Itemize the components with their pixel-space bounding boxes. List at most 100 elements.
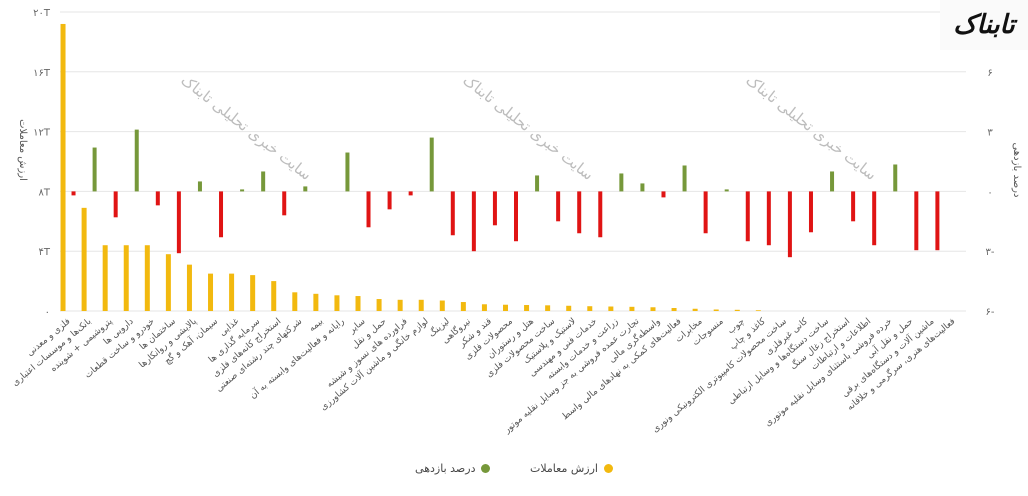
yield-bar xyxy=(92,147,97,192)
value-bar xyxy=(271,281,277,311)
value-bar xyxy=(713,309,719,311)
yield-bar xyxy=(387,191,392,210)
legend-swatch-yield xyxy=(481,464,491,473)
yield-bar xyxy=(514,191,518,242)
value-bar xyxy=(439,300,445,311)
yield-bar xyxy=(134,129,139,192)
value-bar xyxy=(629,306,635,311)
yield-bar xyxy=(219,191,224,238)
yield-bar xyxy=(682,165,687,192)
bars xyxy=(60,23,940,312)
value-bar xyxy=(397,299,403,311)
yield-bar xyxy=(893,164,898,192)
legend: درصد بازدهی ارزش معاملات xyxy=(0,462,1028,476)
right-tick-label: ۳ xyxy=(987,128,993,139)
yield-bar xyxy=(282,191,287,216)
yield-bar xyxy=(471,191,476,252)
yield-bar xyxy=(492,191,497,226)
site-logo: تابناک xyxy=(940,0,1028,50)
yield-bar xyxy=(303,186,308,192)
value-bar xyxy=(186,264,192,311)
yield-bar xyxy=(261,171,266,192)
value-bar xyxy=(608,306,614,311)
yield-bar xyxy=(71,191,76,196)
value-bar xyxy=(418,299,424,311)
legend-label-value: ارزش معاملات xyxy=(529,462,598,475)
yield-bar xyxy=(113,191,118,218)
left-axis-label: ارزش معاملات xyxy=(17,119,28,181)
value-bar xyxy=(650,307,656,311)
value-bar xyxy=(123,245,129,311)
left-tick-label: ۱۶T xyxy=(33,68,51,79)
yield-bar xyxy=(366,191,371,228)
yield-bar xyxy=(703,191,708,234)
value-bar xyxy=(376,299,382,311)
left-tick-label: ۸T xyxy=(39,187,51,198)
yield-bar xyxy=(661,191,666,198)
yield-bar xyxy=(787,191,792,258)
watermark-text: سایت خبری تحلیلی تابناک xyxy=(178,71,316,184)
yield-bar xyxy=(872,191,877,246)
yield-bar xyxy=(429,137,434,192)
value-bar xyxy=(60,23,66,312)
yield-bar xyxy=(766,191,771,246)
legend-item-value: ارزش معاملات xyxy=(530,462,613,475)
value-bar xyxy=(481,304,487,311)
yield-bar xyxy=(745,191,750,242)
value-bar xyxy=(587,306,593,311)
right-tick-label: ۶- xyxy=(986,307,995,318)
right-tick-label: ۰ xyxy=(987,187,992,198)
yield-bar xyxy=(408,191,413,196)
value-bar xyxy=(229,273,235,311)
yield-bar xyxy=(935,191,940,251)
yield-bar xyxy=(640,183,645,192)
watermark-text: سایت خبری تحلیلی تابناک xyxy=(743,71,881,184)
yield-bar xyxy=(851,191,856,222)
site-logo-text: تابناک xyxy=(953,10,1015,40)
yield-bar xyxy=(450,191,455,236)
left-tick-label: ۱۲T xyxy=(33,128,51,139)
value-bar xyxy=(165,254,171,311)
yield-bar xyxy=(598,191,603,238)
value-bar xyxy=(313,293,319,311)
value-bar xyxy=(81,207,87,311)
value-bar xyxy=(250,275,256,311)
value-bar xyxy=(755,310,761,311)
left-tick-label: ۲۰T xyxy=(33,8,51,19)
yield-bar xyxy=(345,152,350,192)
value-bar xyxy=(545,305,551,311)
gridlines xyxy=(60,11,966,312)
yield-bar xyxy=(830,171,835,192)
value-bar xyxy=(355,296,361,311)
value-bar xyxy=(692,308,698,311)
left-tick-label: ۰ xyxy=(45,307,50,318)
watermark-text: سایت خبری تحلیلی تابناک xyxy=(460,71,598,184)
right-tick-label: ۶ xyxy=(987,68,992,79)
yield-bar xyxy=(197,181,202,192)
legend-label-yield: درصد بازدهی xyxy=(415,462,476,475)
yield-bar xyxy=(556,191,561,222)
legend-swatch-value xyxy=(603,464,613,473)
yield-bar xyxy=(240,189,245,192)
value-bar xyxy=(102,245,108,311)
yield-bar xyxy=(808,191,813,233)
value-bar xyxy=(292,292,298,311)
right-tick-label: ۳- xyxy=(986,247,995,258)
value-bar xyxy=(524,305,530,311)
legend-item-yield: درصد بازدهی xyxy=(415,462,491,475)
left-axis-ticks: ۰ ۴T ۸T ۱۲T ۱۶T ۲۰T xyxy=(33,8,51,318)
yield-bar xyxy=(535,175,540,192)
value-bar xyxy=(503,304,508,311)
value-bar xyxy=(334,295,340,311)
left-tick-label: ۴T xyxy=(39,247,51,258)
right-axis-ticks: ۶-۳-۰۳۶۹ xyxy=(986,8,995,318)
value-bar xyxy=(671,308,677,311)
yield-bar xyxy=(155,191,160,206)
value-bar xyxy=(208,273,214,311)
value-bar xyxy=(460,302,466,311)
yield-bar xyxy=(577,191,582,234)
right-axis-label: درصد بازدهی xyxy=(1011,143,1022,198)
value-bar xyxy=(566,305,572,311)
